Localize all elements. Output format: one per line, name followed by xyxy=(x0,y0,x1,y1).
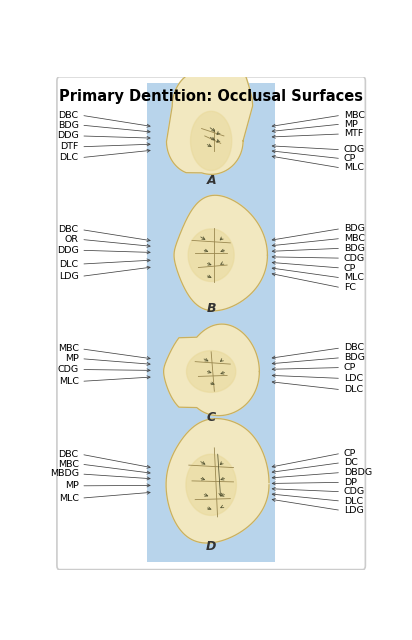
Text: DLC: DLC xyxy=(344,497,363,506)
Text: MBDG: MBDG xyxy=(49,470,79,479)
Polygon shape xyxy=(187,351,236,392)
Text: DBC: DBC xyxy=(59,111,79,120)
Text: MBC: MBC xyxy=(58,344,79,353)
Text: MBC: MBC xyxy=(344,234,365,243)
Text: DDG: DDG xyxy=(57,131,79,140)
Text: DBC: DBC xyxy=(344,343,364,353)
Polygon shape xyxy=(174,195,267,311)
Text: Primary Dentition: Occlusal Surfaces: Primary Dentition: Occlusal Surfaces xyxy=(59,88,363,104)
Text: A: A xyxy=(206,174,216,187)
Text: CDG: CDG xyxy=(344,145,365,154)
Text: MLC: MLC xyxy=(59,377,79,386)
Polygon shape xyxy=(166,65,253,174)
FancyBboxPatch shape xyxy=(57,77,365,570)
Text: DBC: DBC xyxy=(59,450,79,459)
Text: FC: FC xyxy=(344,284,356,292)
Text: BDG: BDG xyxy=(344,244,365,253)
Text: BDG: BDG xyxy=(344,224,365,233)
Text: B: B xyxy=(206,302,216,315)
Text: DP: DP xyxy=(344,478,357,487)
Text: DTF: DTF xyxy=(60,142,79,151)
Polygon shape xyxy=(190,111,232,170)
Text: MLC: MLC xyxy=(344,273,364,282)
Text: CP: CP xyxy=(344,449,356,458)
Text: LDG: LDG xyxy=(59,272,79,281)
Text: LDC: LDC xyxy=(344,374,363,383)
Polygon shape xyxy=(166,419,269,543)
Text: DLC: DLC xyxy=(344,385,363,394)
Text: OR: OR xyxy=(65,235,79,244)
Text: D: D xyxy=(206,540,216,553)
Text: CDG: CDG xyxy=(344,253,365,262)
Text: DLC: DLC xyxy=(59,260,79,269)
Text: CDG: CDG xyxy=(344,487,365,496)
Text: CP: CP xyxy=(344,264,356,273)
Text: MLC: MLC xyxy=(59,493,79,502)
Text: MP: MP xyxy=(344,120,358,129)
Text: C: C xyxy=(206,412,216,424)
Text: DC: DC xyxy=(344,458,358,467)
Text: LDG: LDG xyxy=(344,506,363,515)
Text: MP: MP xyxy=(65,354,79,363)
Text: DDG: DDG xyxy=(57,246,79,255)
Text: MLC: MLC xyxy=(344,163,364,172)
Text: MP: MP xyxy=(65,481,79,490)
Polygon shape xyxy=(164,324,260,415)
Bar xyxy=(147,83,275,562)
Text: CP: CP xyxy=(344,154,356,163)
Text: BDG: BDG xyxy=(58,120,79,129)
Text: MBC: MBC xyxy=(344,111,365,120)
Text: DBDG: DBDG xyxy=(344,468,372,477)
Text: MBC: MBC xyxy=(58,460,79,468)
Text: CDG: CDG xyxy=(58,365,79,374)
Polygon shape xyxy=(186,454,236,515)
Polygon shape xyxy=(188,229,234,282)
Text: BDG: BDG xyxy=(344,353,365,362)
Text: DLC: DLC xyxy=(59,153,79,162)
Text: MTF: MTF xyxy=(344,129,363,138)
Text: DBC: DBC xyxy=(59,225,79,234)
Text: CP: CP xyxy=(344,363,356,372)
